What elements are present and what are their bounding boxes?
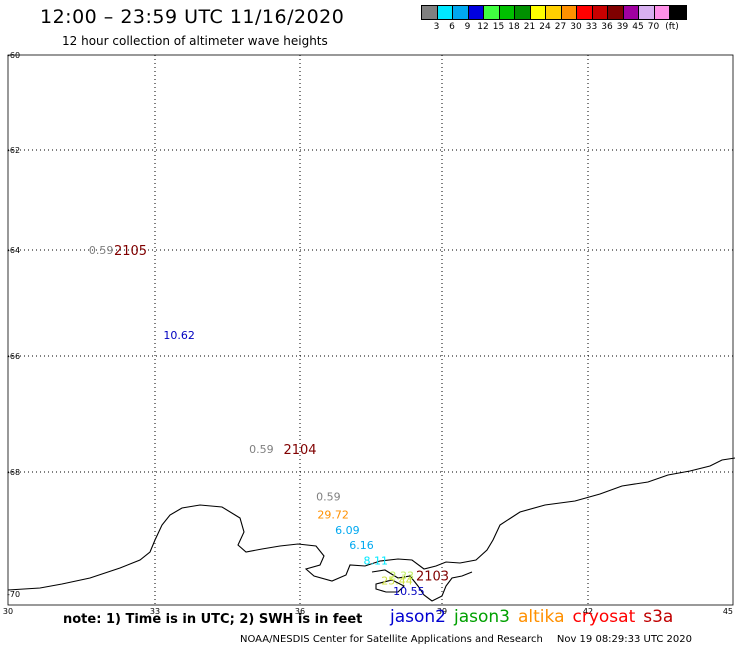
graticule bbox=[8, 55, 733, 605]
wave-height-value: 29.72 bbox=[317, 509, 349, 522]
color-scale-swatch bbox=[639, 6, 655, 19]
satellite-name-cryosat: cryosat bbox=[572, 607, 636, 627]
color-scale-swatch bbox=[608, 6, 624, 19]
color-scale-tick-label: 70 bbox=[647, 22, 660, 32]
color-scale-bar bbox=[421, 5, 687, 20]
color-scale-swatch bbox=[577, 6, 593, 19]
longitude-label: 30 bbox=[3, 607, 13, 616]
color-scale-swatch bbox=[654, 6, 670, 19]
wave-height-value: 8.11 bbox=[363, 554, 388, 567]
latitude-label: -62 bbox=[7, 146, 20, 155]
color-scale-tick-label: 18 bbox=[508, 22, 520, 32]
color-scale-swatch bbox=[499, 6, 515, 19]
latitude-label: -66 bbox=[7, 352, 20, 361]
coastline-inlet bbox=[371, 569, 473, 602]
longitude-label: 42 bbox=[583, 607, 593, 616]
credit-text: NOAA/NESDIS Center for Satellite Applica… bbox=[240, 634, 543, 645]
footer-note: note: 1) Time is in UTC; 2) SWH is in fe… bbox=[63, 612, 363, 627]
coastline bbox=[7, 457, 736, 591]
wave-height-value: 0.59 bbox=[89, 244, 114, 257]
color-scale-tick-label: 45 bbox=[632, 22, 644, 32]
latitude-label: -60 bbox=[7, 51, 20, 60]
wave-height-value: 0.59 bbox=[316, 490, 341, 503]
axis-labels: -60 -62 -64 -66 -68 -70 30 33 36 39 42 45 bbox=[3, 51, 733, 616]
color-scale-tick-label: 27 bbox=[554, 22, 567, 32]
color-scale-labels: 3 6 9 12 15 18 21 24 27 30 33 36 39 45 70 (ft) bbox=[421, 20, 687, 32]
latitude-label: -64 bbox=[7, 246, 20, 255]
color-scale-swatch bbox=[437, 6, 453, 19]
color-scale-tick-label: 33 bbox=[585, 22, 598, 32]
color-scale-swatch bbox=[484, 6, 500, 19]
color-scale-swatch bbox=[561, 6, 577, 19]
wave-height-value: 6.16 bbox=[349, 539, 374, 552]
generation-timestamp: Nov 19 08:29:33 UTC 2020 bbox=[556, 634, 693, 645]
color-scale-tick-label: 15 bbox=[492, 22, 505, 32]
color-scale-tick-label: 12 bbox=[477, 22, 489, 32]
wave-height-observations: 0.59 10.62 0.59 0.59 29.72 6.09 6.16 8.112.3325… bbox=[89, 244, 425, 598]
color-scale-tick-label: 30 bbox=[570, 22, 582, 32]
satellite-name-s3a: s3a bbox=[643, 607, 674, 627]
color-scale-legend: 3 6 9 12 15 18 21 24 27 30 33 36 39 45 70 (ft) bbox=[421, 5, 687, 32]
wave-height-value: 10.62 bbox=[163, 329, 195, 342]
satellite-name-altika: altika bbox=[518, 607, 565, 627]
color-scale-swatch bbox=[623, 6, 639, 19]
color-scale-tick-label: 39 bbox=[616, 22, 629, 32]
latitude-label: -70 bbox=[7, 590, 20, 599]
pass-time-label: 2105 bbox=[114, 244, 147, 259]
color-scale-tick-label: 3 bbox=[433, 22, 440, 32]
color-scale-swatch bbox=[530, 6, 546, 19]
satellite-name-jason2: jason2 bbox=[390, 607, 446, 627]
coastline-island bbox=[375, 579, 405, 593]
map-frame bbox=[7, 54, 734, 606]
longitude-label: 45 bbox=[723, 607, 733, 616]
wave-height-value: 6.09 bbox=[335, 524, 360, 537]
color-scale-tick-label: 6 bbox=[449, 22, 455, 32]
color-scale-swatch bbox=[515, 6, 531, 19]
credit-line: NOAA/NESDIS Center for Satellite Applica… bbox=[240, 634, 692, 645]
latitude-label: -68 bbox=[7, 468, 20, 477]
map-subtitle: 12 hour collection of altimeter wave hei… bbox=[62, 34, 328, 48]
longitude-label: 39 bbox=[437, 607, 447, 616]
pass-time-label: 2103 bbox=[416, 570, 449, 585]
color-scale-swatch bbox=[670, 6, 686, 19]
pass-labels: 2105 2104 2103 bbox=[114, 244, 449, 585]
wave-height-value: 2.33 bbox=[390, 570, 415, 583]
longitude-label: 33 bbox=[150, 607, 160, 616]
color-scale-tick-label: 24 bbox=[539, 22, 551, 32]
color-scale-tick-label: 21 bbox=[523, 22, 536, 32]
color-scale-tick-label: 36 bbox=[601, 22, 613, 32]
color-scale-swatch bbox=[546, 6, 562, 19]
color-scale-swatch bbox=[592, 6, 608, 19]
satellite-name-jason3: jason3 bbox=[454, 607, 510, 627]
wave-height-value: 10.55 bbox=[393, 585, 425, 598]
color-scale-swatch bbox=[453, 6, 469, 19]
color-scale-swatch bbox=[468, 6, 484, 19]
longitude-label: 36 bbox=[295, 607, 305, 616]
color-scale-swatch bbox=[422, 6, 438, 19]
color-scale-tick-label: 9 bbox=[464, 22, 471, 32]
satellite-legend: jason2 jason3 altika cryosat s3a bbox=[390, 607, 681, 627]
pass-time-label: 2104 bbox=[283, 443, 316, 458]
map-title: 12:00 – 23:59 UTC 11/16/2020 bbox=[40, 6, 345, 28]
wave-height-value: 0.59 bbox=[249, 443, 274, 456]
wave-height-value: 25.44 bbox=[381, 575, 413, 588]
color-scale-unit: (ft) bbox=[665, 22, 679, 32]
